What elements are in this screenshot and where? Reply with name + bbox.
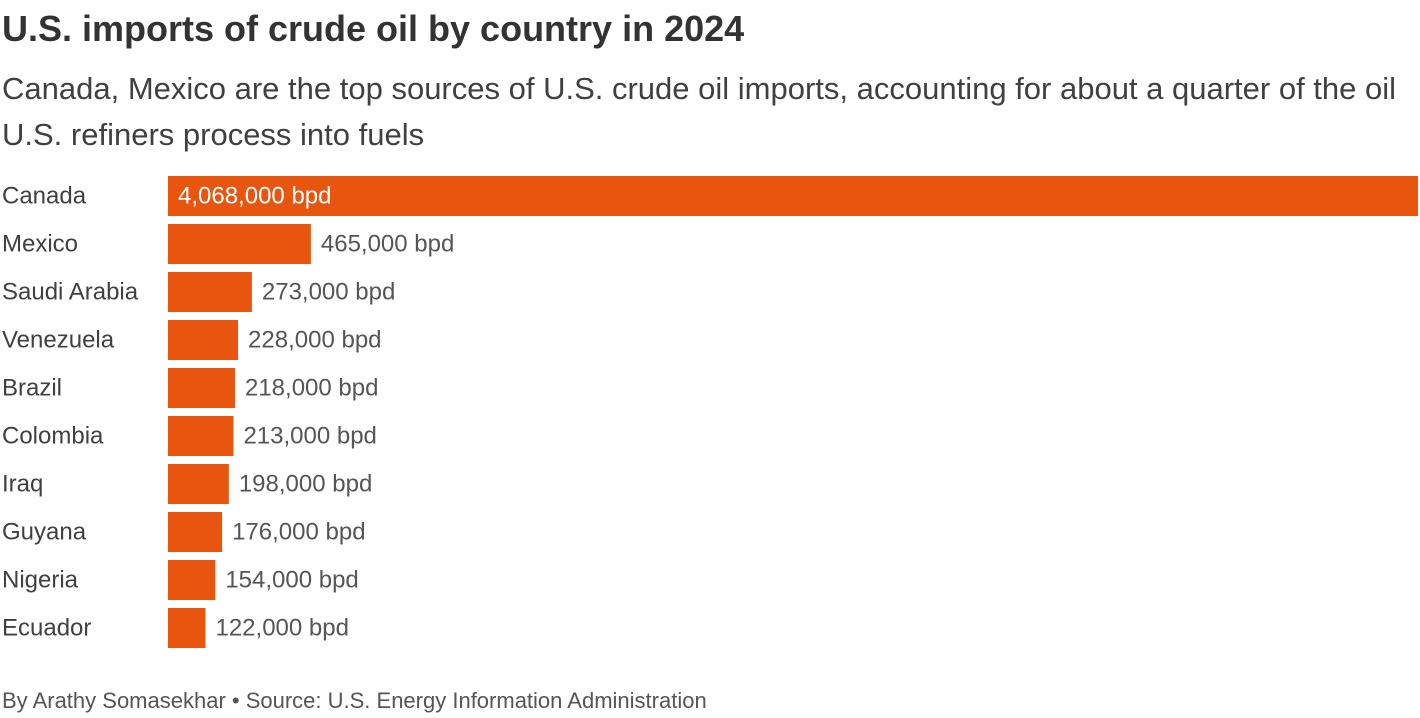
category-label-canada: Canada <box>2 183 87 210</box>
source-credit: By Arathy Somasekhar • Source: U.S. Ener… <box>2 688 707 713</box>
bar-venezuela <box>168 320 239 360</box>
category-label-mexico: Mexico <box>2 231 78 258</box>
category-label-colombia: Colombia <box>2 423 104 450</box>
value-label-colombia: 213,000 bpd <box>243 423 376 450</box>
bar-guyana <box>168 512 223 552</box>
value-label-iraq: 198,000 bpd <box>239 471 372 498</box>
bar-colombia <box>168 416 234 456</box>
category-label-saudi-arabia: Saudi Arabia <box>2 279 139 306</box>
value-label-ecuador: 122,000 bpd <box>215 615 348 642</box>
bar-iraq <box>168 464 229 504</box>
category-label-ecuador: Ecuador <box>2 615 91 642</box>
category-label-brazil: Brazil <box>2 375 62 402</box>
value-label-venezuela: 228,000 bpd <box>248 327 381 354</box>
bar-canada <box>168 176 1418 216</box>
chart-subtitle: Canada, Mexico are the top sources of U.… <box>2 71 1397 152</box>
value-label-canada: 4,068,000 bpd <box>178 183 331 210</box>
bar-brazil <box>168 368 235 408</box>
value-label-saudi-arabia: 273,000 bpd <box>262 279 395 306</box>
bar-chart: Canada 4,068,000 bpd Mexico 465,000 bpd Saud… <box>2 176 1418 648</box>
bar-saudi-arabia <box>168 272 252 312</box>
category-label-venezuela: Venezuela <box>2 327 115 354</box>
category-label-iraq: Iraq <box>2 471 43 498</box>
category-label-nigeria: Nigeria <box>2 567 79 594</box>
value-label-guyana: 176,000 bpd <box>232 519 365 546</box>
value-label-mexico: 465,000 bpd <box>321 231 454 258</box>
value-label-nigeria: 154,000 bpd <box>225 567 358 594</box>
bar-mexico <box>168 224 311 264</box>
bar-ecuador <box>168 608 206 648</box>
category-label-guyana: Guyana <box>2 519 87 546</box>
bar-nigeria <box>168 560 216 600</box>
value-label-brazil: 218,000 bpd <box>245 375 378 402</box>
chart-title: U.S. imports of crude oil by country in … <box>2 8 745 49</box>
